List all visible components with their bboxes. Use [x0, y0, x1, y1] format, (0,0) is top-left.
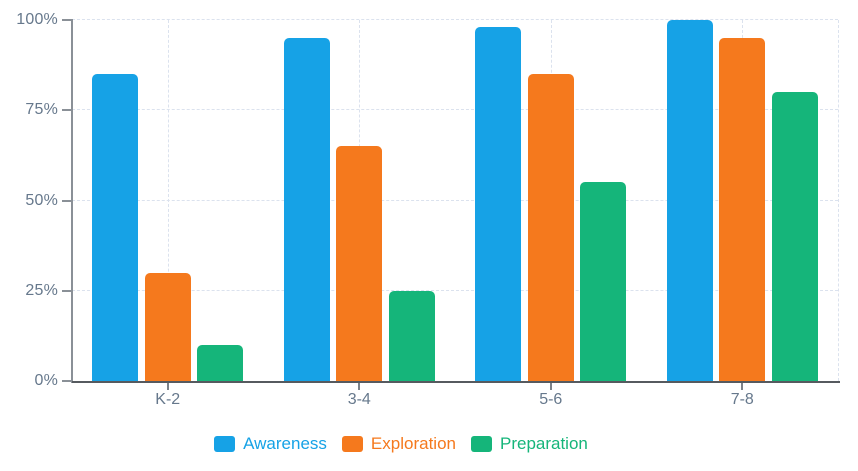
- x-axis-tick: [741, 383, 744, 390]
- y-axis-tick: [62, 19, 71, 21]
- legend-swatch-exploration-icon: [341, 436, 363, 452]
- h-gridline: [72, 289, 838, 291]
- x-axis-label: 3-4: [347, 391, 371, 408]
- x-axis-tick: [166, 383, 169, 390]
- y-axis: [71, 19, 73, 383]
- legend-item-exploration[interactable]: Exploration: [341, 434, 456, 454]
- y-axis-tick: [62, 289, 71, 292]
- legend-label: Exploration: [370, 434, 456, 453]
- legend-swatch-preparation-icon: [470, 436, 492, 452]
- legend-item-awareness[interactable]: Awareness: [214, 434, 327, 454]
- y-axis-label: 75%: [25, 101, 58, 119]
- bar-exploration-5-6[interactable]: [527, 74, 574, 381]
- y-axis-label: 25%: [25, 281, 58, 299]
- legend: Awareness Exploration Preparation: [0, 434, 802, 454]
- y-axis-label: 50%: [25, 191, 58, 209]
- h-gridline: [72, 19, 838, 20]
- x-axis-tick: [358, 383, 361, 390]
- bar-exploration-3-4[interactable]: [336, 146, 383, 381]
- bar-exploration-7-8[interactable]: [719, 38, 766, 381]
- h-gridline: [72, 199, 838, 201]
- y-axis-tick: [62, 380, 71, 382]
- bar-preparation-7-8[interactable]: [771, 92, 818, 381]
- bar-awareness-k-2[interactable]: [92, 74, 139, 381]
- v-gridline: [167, 20, 169, 381]
- y-axis-tick: [62, 109, 71, 112]
- y-axis-label: 0%: [34, 372, 58, 389]
- legend-swatch-awareness-icon: [214, 436, 236, 452]
- bar-exploration-k-2[interactable]: [144, 273, 191, 381]
- bar-awareness-3-4[interactable]: [283, 38, 330, 381]
- legend-label: Awareness: [243, 434, 327, 453]
- bar-awareness-7-8[interactable]: [666, 20, 713, 381]
- legend-item-preparation[interactable]: Preparation: [470, 434, 588, 454]
- x-axis: [72, 381, 840, 383]
- y-axis-tick: [62, 199, 71, 202]
- x-axis-label: K-2: [155, 391, 181, 408]
- bar-preparation-5-6[interactable]: [580, 182, 627, 381]
- legend-label: Preparation: [499, 434, 588, 453]
- x-axis-tick: [549, 383, 552, 390]
- bar-preparation-k-2[interactable]: [197, 345, 244, 381]
- bar-preparation-3-4[interactable]: [388, 291, 435, 381]
- x-axis-label: 7-8: [730, 391, 754, 408]
- h-gridline: [72, 109, 838, 111]
- x-axis-label: 5-6: [539, 391, 563, 408]
- y-axis-label: 100%: [16, 11, 58, 28]
- bar-awareness-5-6[interactable]: [475, 27, 522, 381]
- v-gridline: [838, 20, 839, 381]
